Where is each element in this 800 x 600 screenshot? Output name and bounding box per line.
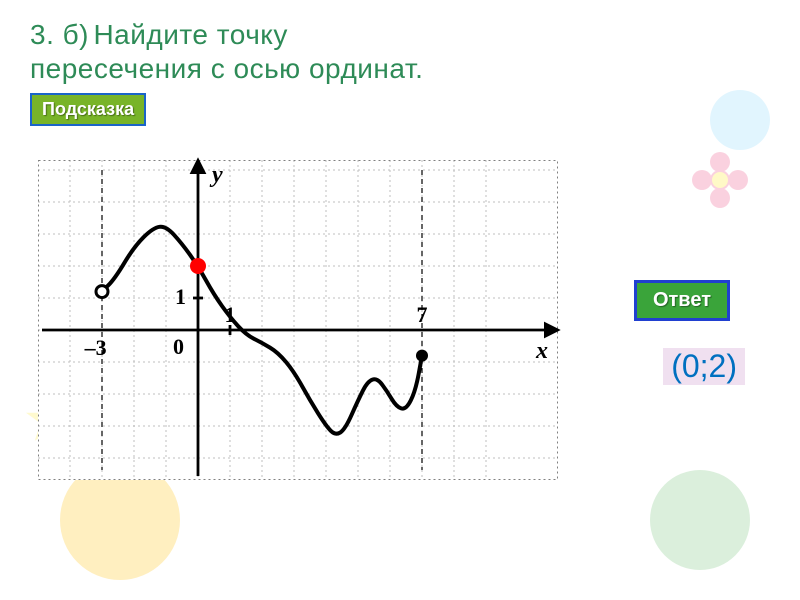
- y-axis-label: y: [209, 162, 223, 188]
- task-title: 3. б) Найдите точку пересечения с осью о…: [30, 18, 770, 85]
- x-axis-label: x: [535, 338, 548, 364]
- title-text-1: Найдите точку: [93, 19, 287, 50]
- function-graph: y x 0 –3 1 7 1: [38, 160, 558, 480]
- closed-endpoint: [416, 350, 428, 362]
- answer-value: (0;2): [663, 348, 745, 385]
- hint-button[interactable]: Подсказка: [30, 93, 146, 126]
- x-tick-label: 1: [225, 302, 236, 327]
- y-intercept-point: [190, 258, 206, 274]
- title-text-2: пересечения с осью ординат.: [30, 53, 423, 84]
- x-tick-label: –3: [84, 335, 107, 360]
- y-tick-label: 1: [175, 284, 186, 309]
- answer-button[interactable]: Ответ: [634, 280, 730, 321]
- open-endpoint: [96, 286, 108, 298]
- title-prefix: 3. б): [30, 19, 89, 50]
- origin-label: 0: [173, 334, 184, 359]
- x-tick-label: 7: [417, 302, 428, 327]
